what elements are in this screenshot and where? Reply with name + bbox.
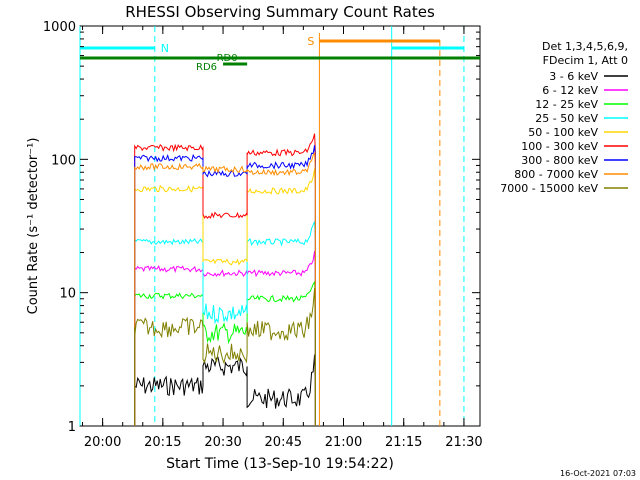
x-tick-label-1: 20:15 [144, 435, 181, 450]
saa-label: S [307, 35, 314, 48]
x-tick-label-4: 21:00 [325, 435, 362, 450]
x-axis-label: Start Time (13-Sep-10 19:54:22) [166, 456, 394, 472]
legend-label-1: 6 - 12 keV [542, 84, 598, 97]
legend-label-6: 300 - 800 keV [521, 154, 598, 167]
legend-header-1: Det 1,3,4,5,6,9, [542, 40, 628, 53]
night-label: N [161, 42, 169, 55]
y-tick-label-3: 1000 [43, 20, 76, 35]
series-line-6 [134, 145, 316, 426]
rd6-label: RD6 [196, 62, 217, 73]
plot-frame [79, 25, 481, 427]
rd0-label: RD0 [217, 53, 238, 64]
legend-label-8: 7000 - 15000 keV [500, 182, 598, 195]
series-line-5 [134, 133, 316, 426]
series-line-2 [134, 280, 316, 426]
series-line-7 [134, 151, 316, 426]
series-line-0 [134, 354, 316, 426]
legend-label-4: 50 - 100 keV [528, 126, 598, 139]
series-line-1 [134, 250, 316, 426]
series-line-3 [134, 221, 316, 426]
series-layer [134, 133, 316, 426]
x-tick-label-2: 20:30 [204, 435, 241, 450]
y-tick-label-1: 10 [59, 287, 76, 302]
x-tick-label-0: 20:00 [84, 435, 121, 450]
legend-label-5: 100 - 300 keV [521, 140, 598, 153]
legend-label-7: 800 - 7000 keV [514, 168, 598, 181]
y-tick-label-0: 1 [68, 420, 76, 435]
footer-stamp: 16-Oct-2021 07:03 [560, 469, 636, 478]
chart-title: RHESSI Observing Summary Count Rates [125, 3, 435, 21]
y-axis-label: Count Rate (s⁻¹ detector⁻¹) [26, 138, 41, 315]
x-tick-label-3: 20:45 [265, 435, 302, 450]
legend: Det 1,3,4,5,6,9, FDecim 1, Att 0 3 - 6 k… [500, 40, 628, 195]
series-line-4 [134, 168, 316, 426]
x-tick-label-6: 21:30 [445, 435, 482, 450]
x-tick-label-5: 21:15 [385, 435, 422, 450]
legend-label-3: 25 - 50 keV [535, 112, 598, 125]
legend-header-2: FDecim 1, Att 0 [543, 54, 628, 67]
legend-label-2: 12 - 25 keV [535, 98, 598, 111]
legend-label-0: 3 - 6 keV [549, 70, 598, 83]
series-line-8 [134, 287, 316, 426]
y-tick-label-2: 100 [51, 153, 76, 168]
axes-layer: 1 10 100 1000 20:00 20:15 20:30 20:45 21:00 21:15… [43, 20, 483, 450]
